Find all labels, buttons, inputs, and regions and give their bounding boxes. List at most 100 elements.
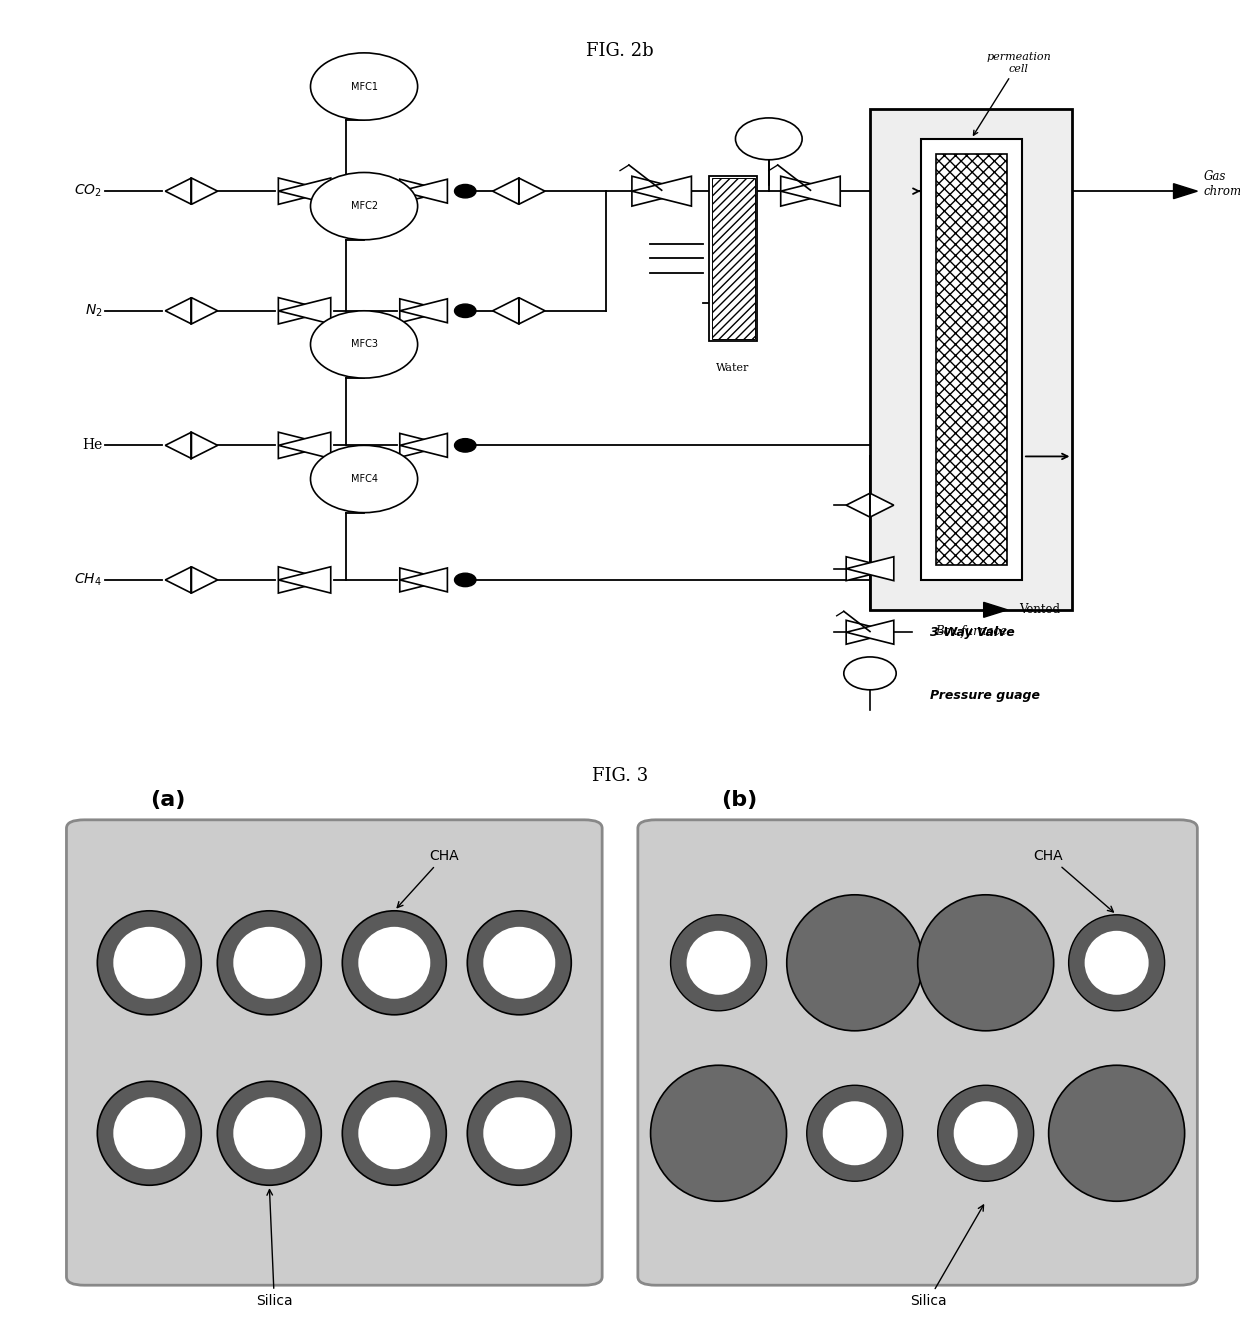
Text: CHA: CHA (1034, 849, 1114, 912)
Ellipse shape (342, 1081, 446, 1185)
Polygon shape (632, 176, 692, 206)
Text: Box furnace: Box furnace (935, 625, 1007, 638)
Polygon shape (399, 567, 448, 591)
Circle shape (310, 53, 418, 120)
FancyBboxPatch shape (709, 176, 756, 340)
Ellipse shape (484, 926, 556, 999)
Text: permeation
cell: permeation cell (973, 52, 1052, 135)
Polygon shape (781, 176, 841, 206)
Ellipse shape (484, 1097, 556, 1169)
Ellipse shape (1049, 1065, 1184, 1202)
Bar (870, 109, 1073, 610)
Ellipse shape (113, 926, 185, 999)
FancyBboxPatch shape (637, 820, 1198, 1286)
Circle shape (455, 573, 476, 586)
Polygon shape (278, 433, 331, 458)
Ellipse shape (651, 1065, 786, 1202)
Ellipse shape (1085, 930, 1148, 995)
Polygon shape (165, 433, 191, 458)
Polygon shape (846, 621, 894, 645)
Ellipse shape (358, 1097, 430, 1169)
Polygon shape (846, 557, 894, 581)
Polygon shape (399, 299, 448, 323)
Text: (b): (b) (720, 790, 758, 810)
Text: MFC4: MFC4 (351, 474, 377, 485)
Polygon shape (278, 567, 331, 593)
Text: MFC1: MFC1 (351, 81, 377, 92)
Polygon shape (278, 178, 331, 204)
Polygon shape (983, 602, 1007, 617)
Text: Vented: Vented (1019, 603, 1060, 617)
Text: MFC2: MFC2 (351, 202, 378, 211)
Polygon shape (632, 176, 692, 206)
Polygon shape (492, 298, 518, 324)
Ellipse shape (233, 926, 305, 999)
Text: Gas
chromatograph: Gas chromatograph (1203, 170, 1240, 198)
Text: He: He (82, 438, 102, 453)
Text: Pressure guage: Pressure guage (930, 689, 1039, 702)
Ellipse shape (918, 894, 1054, 1031)
Circle shape (455, 304, 476, 318)
Polygon shape (165, 178, 191, 204)
Text: FIG. 2b: FIG. 2b (587, 41, 653, 60)
Polygon shape (399, 179, 448, 203)
Text: Check Valve: Check Valve (930, 499, 1014, 511)
Text: MFC3: MFC3 (351, 339, 377, 350)
Polygon shape (399, 434, 448, 458)
Polygon shape (518, 178, 546, 204)
Ellipse shape (217, 1081, 321, 1185)
Polygon shape (278, 298, 331, 324)
Bar (920, 139, 1022, 579)
Ellipse shape (467, 1081, 572, 1185)
Polygon shape (191, 298, 218, 324)
Polygon shape (1173, 184, 1198, 199)
Polygon shape (191, 433, 218, 458)
Circle shape (310, 311, 418, 378)
Polygon shape (870, 493, 894, 517)
Ellipse shape (97, 1081, 201, 1185)
Ellipse shape (954, 1101, 1018, 1165)
Polygon shape (399, 567, 448, 591)
Ellipse shape (786, 894, 923, 1031)
Text: FIG. 3: FIG. 3 (591, 766, 649, 785)
Text: 3-Way Valve: 3-Way Valve (930, 626, 1014, 638)
Text: Silica: Silica (255, 1189, 293, 1308)
Ellipse shape (823, 1101, 887, 1165)
Polygon shape (165, 567, 191, 593)
Circle shape (310, 172, 418, 240)
Polygon shape (278, 298, 331, 324)
Polygon shape (399, 299, 448, 323)
Circle shape (455, 184, 476, 198)
Polygon shape (165, 298, 191, 324)
Bar (712, 178, 754, 339)
Polygon shape (278, 433, 331, 458)
Polygon shape (278, 567, 331, 593)
Polygon shape (518, 298, 546, 324)
Ellipse shape (807, 1085, 903, 1181)
Ellipse shape (233, 1097, 305, 1169)
Text: (a): (a) (150, 790, 185, 810)
Text: Silica: Silica (910, 1206, 983, 1308)
Text: $CH_4$: $CH_4$ (74, 571, 102, 589)
Polygon shape (399, 179, 448, 203)
Ellipse shape (97, 910, 201, 1015)
Text: On-Off Valve: On-Off Valve (930, 562, 1018, 575)
FancyBboxPatch shape (67, 820, 603, 1286)
Ellipse shape (687, 930, 750, 995)
Ellipse shape (1069, 914, 1164, 1011)
Text: $CO_2$: $CO_2$ (74, 183, 102, 199)
Polygon shape (399, 434, 448, 458)
Polygon shape (846, 621, 894, 645)
Polygon shape (781, 176, 841, 206)
Ellipse shape (358, 926, 430, 999)
Polygon shape (846, 493, 870, 517)
Circle shape (735, 117, 802, 160)
Ellipse shape (113, 1097, 185, 1169)
Text: $N_2$: $N_2$ (84, 303, 102, 319)
Circle shape (310, 446, 418, 513)
Ellipse shape (342, 910, 446, 1015)
Ellipse shape (217, 910, 321, 1015)
Bar (936, 154, 1007, 565)
Polygon shape (191, 178, 218, 204)
Circle shape (843, 657, 897, 690)
